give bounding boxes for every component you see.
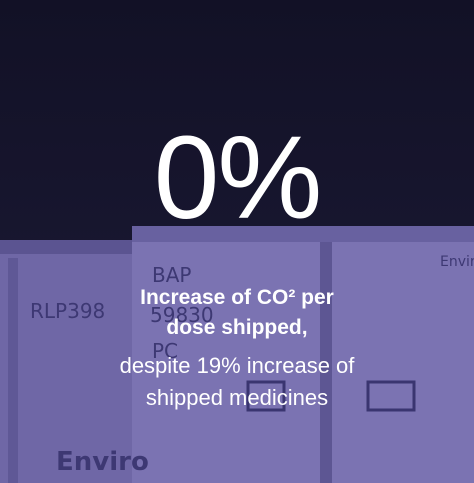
stat-detail: shipped medicines bbox=[0, 382, 474, 414]
stat-headline: Increase of CO² per bbox=[0, 283, 474, 313]
stat-headline: dose shipped, bbox=[0, 313, 474, 343]
photo-text: Envir bbox=[440, 254, 474, 270]
stat-tile: RLP398 BAP 59830 PC Enviro Envir 0% Incr… bbox=[0, 0, 474, 483]
stat-value: 0% bbox=[0, 118, 474, 238]
stat-detail: despite 19% increase of bbox=[0, 350, 474, 382]
container-left-top bbox=[0, 240, 132, 254]
photo-text: Enviro bbox=[56, 447, 149, 477]
